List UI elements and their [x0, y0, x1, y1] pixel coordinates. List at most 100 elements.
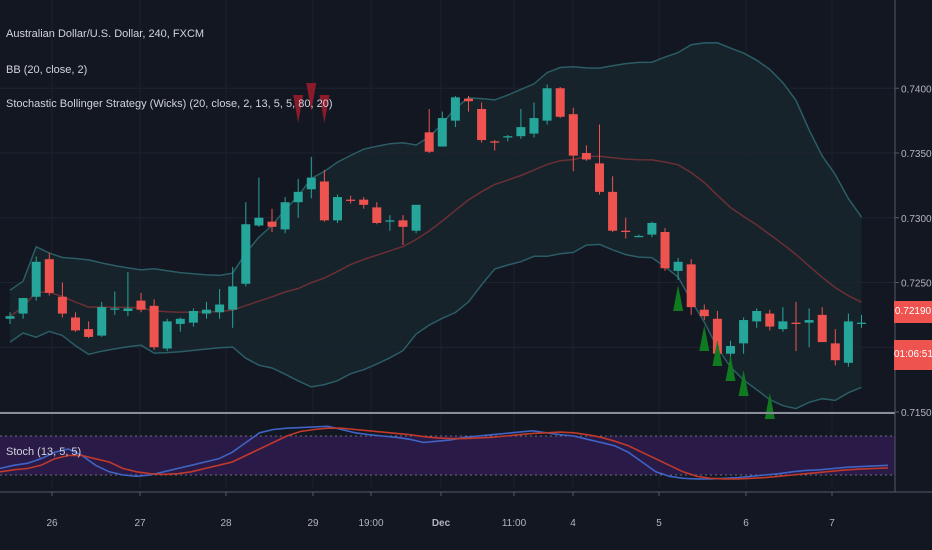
axes: 0.740000.735000.730000.725000.720000.715…: [0, 0, 932, 529]
candle[interactable]: [319, 169, 329, 222]
candle[interactable]: [765, 309, 775, 331]
candle[interactable]: [529, 102, 539, 138]
candle[interactable]: [830, 329, 840, 366]
candle[interactable]: [123, 272, 133, 317]
bb-upper: [9, 42, 863, 291]
short-signal-arrow: [306, 83, 317, 111]
candle[interactable]: [18, 298, 28, 319]
candle[interactable]: [31, 256, 41, 301]
candle[interactable]: [84, 321, 94, 339]
candle[interactable]: [411, 204, 421, 234]
candle[interactable]: [464, 96, 473, 112]
stoch-band: [0, 436, 895, 475]
candle[interactable]: [817, 307, 827, 343]
stoch-pane[interactable]: [0, 412, 895, 480]
candle[interactable]: [149, 299, 159, 350]
candle[interactable]: [804, 308, 814, 348]
x-tick-label: 7: [829, 518, 835, 529]
candle[interactable]: [188, 308, 198, 327]
candle[interactable]: [843, 313, 853, 367]
x-tick-label: Dec: [432, 518, 451, 529]
candle-series[interactable]: [5, 84, 867, 367]
legend-strategy[interactable]: Stochastic Bollinger Strategy (Wicks) (2…: [6, 98, 333, 110]
candle[interactable]: [477, 102, 487, 143]
candle[interactable]: [660, 228, 670, 271]
candle[interactable]: [228, 266, 238, 328]
candle[interactable]: [241, 202, 251, 287]
candle[interactable]: [97, 301, 107, 337]
x-tick-label: 4: [570, 518, 576, 529]
long-signal-arrow: [725, 355, 736, 381]
legend-symbol[interactable]: Australian Dollar/U.S. Dollar, 240, FXCM: [6, 28, 205, 40]
candle[interactable]: [686, 259, 696, 315]
candle[interactable]: [267, 208, 277, 233]
stoch-line: [0, 427, 889, 480]
candle[interactable]: [385, 215, 395, 231]
legend-bb[interactable]: BB (20, close, 2): [6, 64, 88, 76]
long-signal-arrow: [699, 325, 710, 351]
candle[interactable]: [44, 252, 54, 296]
candle[interactable]: [739, 317, 749, 354]
candle[interactable]: [71, 312, 80, 332]
candle[interactable]: [647, 221, 657, 238]
candle[interactable]: [293, 178, 303, 218]
candle[interactable]: [280, 197, 290, 234]
candle[interactable]: [634, 234, 644, 238]
candle[interactable]: [857, 314, 866, 328]
x-tick-label: 5: [656, 518, 662, 529]
x-tick-label: 27: [134, 518, 146, 529]
candle[interactable]: [673, 257, 683, 280]
candle[interactable]: [699, 304, 709, 321]
long-signal-arrow: [738, 370, 749, 396]
short-signal-arrow: [319, 95, 330, 123]
last-price-label: 0.72190: [894, 301, 932, 323]
long-signal-arrow: [712, 340, 723, 366]
candle[interactable]: [437, 111, 447, 147]
x-tick-label: 28: [220, 518, 232, 529]
candle[interactable]: [791, 301, 801, 352]
candle[interactable]: [254, 177, 264, 227]
strategy-signals: [293, 83, 775, 419]
candle[interactable]: [450, 96, 460, 128]
candle[interactable]: [581, 145, 591, 161]
candle[interactable]: [555, 86, 565, 119]
legend-stoch[interactable]: Stoch (13, 5, 5): [6, 446, 82, 458]
candle[interactable]: [621, 217, 631, 239]
short-signal-arrow: [293, 95, 304, 123]
x-tick-label: 19:00: [358, 518, 383, 529]
candle[interactable]: [608, 176, 618, 233]
candle[interactable]: [568, 107, 578, 172]
candle[interactable]: [398, 215, 408, 245]
candle[interactable]: [503, 134, 513, 142]
candle[interactable]: [424, 108, 434, 154]
x-tick-label: 11:00: [502, 518, 527, 529]
candle[interactable]: [110, 291, 120, 315]
stoch-line: [0, 425, 889, 480]
candle[interactable]: [136, 292, 146, 313]
candle[interactable]: [359, 197, 369, 209]
candle[interactable]: [5, 312, 15, 324]
candle[interactable]: [215, 288, 225, 319]
candle[interactable]: [595, 124, 604, 195]
candle[interactable]: [175, 317, 185, 332]
candle[interactable]: [372, 202, 382, 225]
candle[interactable]: [306, 156, 316, 199]
candle[interactable]: [752, 308, 762, 328]
y-tick-label: 0.71500: [901, 408, 932, 419]
candle[interactable]: [333, 194, 342, 223]
candle[interactable]: [516, 108, 526, 139]
candle[interactable]: [57, 282, 67, 318]
x-tick-label: 26: [46, 518, 58, 529]
candle[interactable]: [346, 195, 356, 204]
candle[interactable]: [542, 84, 552, 125]
candle[interactable]: [162, 318, 172, 352]
long-signal-arrow: [673, 285, 684, 311]
candle[interactable]: [778, 307, 788, 332]
candle[interactable]: [490, 140, 500, 151]
candle[interactable]: [202, 301, 211, 319]
